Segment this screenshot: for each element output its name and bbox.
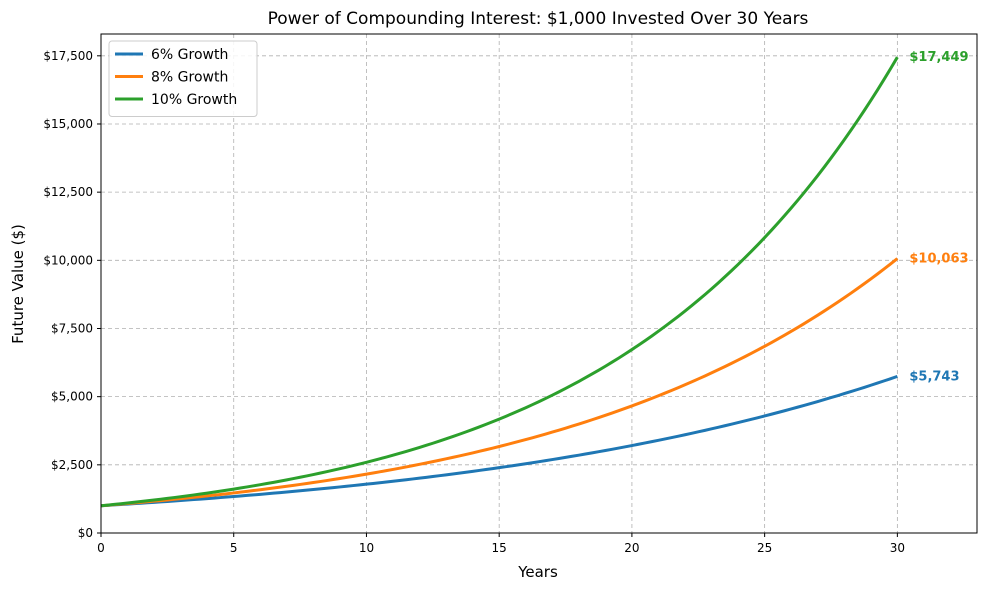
x-tick-label: 20 bbox=[624, 541, 639, 555]
legend: 6% Growth 8% Growth 10% Growth bbox=[108, 40, 258, 117]
legend-box bbox=[108, 40, 258, 117]
x-axis-ticks: 0 5 10 15 20 25 30 bbox=[97, 533, 905, 555]
y-tick-label: $2,500 bbox=[51, 458, 93, 472]
y-tick-label: $17,500 bbox=[43, 49, 93, 63]
end-value-label-1: $10,063 bbox=[909, 252, 968, 267]
x-tick-label: 0 bbox=[97, 541, 105, 555]
x-tick-label: 30 bbox=[890, 541, 905, 555]
x-tick-label: 25 bbox=[757, 541, 772, 555]
y-tick-label: $7,500 bbox=[51, 321, 93, 335]
x-axis-label: Years bbox=[517, 563, 558, 581]
y-tick-label: $10,000 bbox=[43, 253, 93, 267]
y-tick-label: $0 bbox=[78, 526, 93, 540]
plot-frame bbox=[100, 33, 978, 534]
legend-entry-1: 8% Growth bbox=[151, 70, 228, 86]
y-tick-label: $5,000 bbox=[51, 390, 93, 404]
end-value-label-0: $5,743 bbox=[909, 369, 959, 384]
y-axis-ticks: $0 $2,500 $5,000 $7,500 $10,000 $12,500 $15,00… bbox=[43, 49, 101, 540]
legend-entry-2: 10% Growth bbox=[151, 92, 237, 108]
y-tick-label: $15,000 bbox=[43, 117, 93, 131]
series-group bbox=[100, 56, 899, 508]
chart-title: Power of Compounding Interest: $1,000 In… bbox=[268, 9, 809, 29]
x-tick-label: 5 bbox=[230, 541, 238, 555]
x-tick-label: 10 bbox=[359, 541, 374, 555]
y-tick-label: $12,500 bbox=[43, 185, 93, 199]
x-tick-label: 15 bbox=[492, 541, 507, 555]
end-labels: $5,743 $10,063 $17,449 bbox=[909, 50, 968, 384]
end-value-label-2: $17,449 bbox=[909, 50, 968, 65]
series-line-2 bbox=[100, 56, 899, 508]
legend-entry-0: 6% Growth bbox=[151, 47, 228, 63]
series-line-1 bbox=[100, 257, 899, 508]
y-axis-label: Future Value ($) bbox=[9, 224, 27, 344]
series-line-0 bbox=[100, 374, 898, 508]
